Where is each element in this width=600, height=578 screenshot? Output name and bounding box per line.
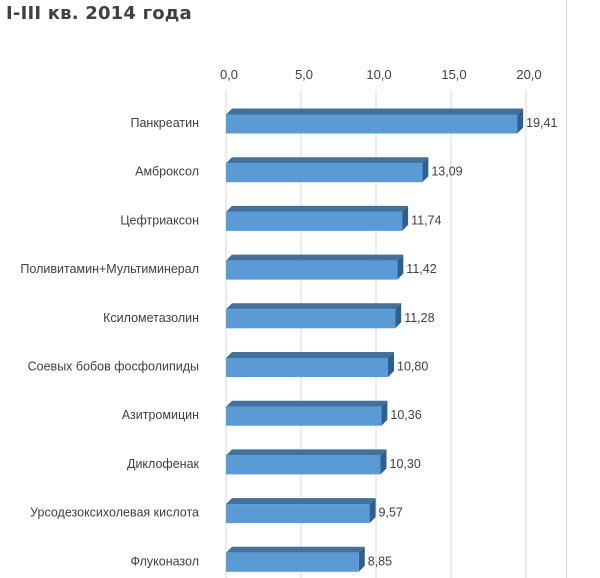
data-label: 11,74: [411, 213, 441, 227]
bar-side-face: [369, 498, 376, 524]
bar: [226, 406, 382, 426]
bar-top-face: [226, 303, 402, 310]
bar: [226, 211, 403, 231]
bar-top-face: [226, 205, 409, 212]
data-label: 13,09: [431, 165, 462, 179]
bar: [226, 309, 396, 329]
category-label: Цефтриаксон: [120, 213, 199, 227]
data-label: 10,36: [390, 408, 421, 422]
data-label: 11,42: [406, 262, 436, 276]
bar: [226, 260, 398, 280]
bar-side-face: [395, 303, 402, 329]
category-label: Ксилометазолин: [103, 311, 199, 325]
bar-top-face: [226, 498, 376, 505]
bar-side-face: [388, 352, 394, 377]
bar-side-face: [381, 400, 388, 426]
category-label: Урсодезоксихолевая кислота: [30, 506, 199, 520]
bar-top-face: [226, 254, 404, 261]
x-tick-label: 15,0: [441, 67, 466, 82]
bar-side-face: [422, 157, 429, 183]
bar: [226, 455, 381, 475]
data-label: 9,57: [379, 506, 403, 520]
bar-side-face: [358, 546, 365, 572]
bar-top-face: [226, 352, 394, 358]
category-label: Амброксол: [135, 165, 199, 179]
bar-side-face: [517, 108, 524, 134]
x-tick-label: 5,0: [295, 67, 313, 82]
bar-top-face: [226, 108, 524, 115]
category-label: Поливитамин+Мультиминерал: [20, 262, 199, 276]
chart-title: I-III кв. 2014 года: [6, 3, 192, 24]
category-label: Соевых бобов фосфолипиды: [28, 360, 199, 374]
bar: [226, 358, 388, 377]
data-label: 19,41: [526, 116, 557, 130]
bar: [226, 163, 423, 183]
bar-top-face: [226, 400, 388, 407]
bar-top-face: [226, 449, 387, 456]
x-tick-label: 10,0: [366, 67, 391, 82]
x-tick-label: 20,0: [516, 67, 541, 82]
bar-top-face: [226, 157, 429, 164]
bar: [226, 552, 359, 572]
bar: [226, 504, 370, 524]
category-label: Диклофенак: [127, 457, 200, 471]
bar: [226, 114, 518, 134]
chart-area-border: [566, 0, 567, 578]
data-label: 10,30: [390, 457, 421, 471]
bar-side-face: [397, 254, 404, 280]
category-label: Азитромицин: [122, 408, 199, 422]
data-label: 10,80: [397, 360, 428, 374]
bar-side-face: [380, 449, 387, 475]
bar-side-face: [402, 205, 409, 231]
data-label: 8,85: [368, 554, 392, 568]
x-tick-label: 0,0: [220, 67, 238, 82]
data-label: 11,28: [404, 311, 434, 325]
bar-top-face: [226, 546, 365, 553]
category-label: Флуконазол: [131, 554, 199, 568]
category-label: Панкреатин: [131, 116, 200, 130]
